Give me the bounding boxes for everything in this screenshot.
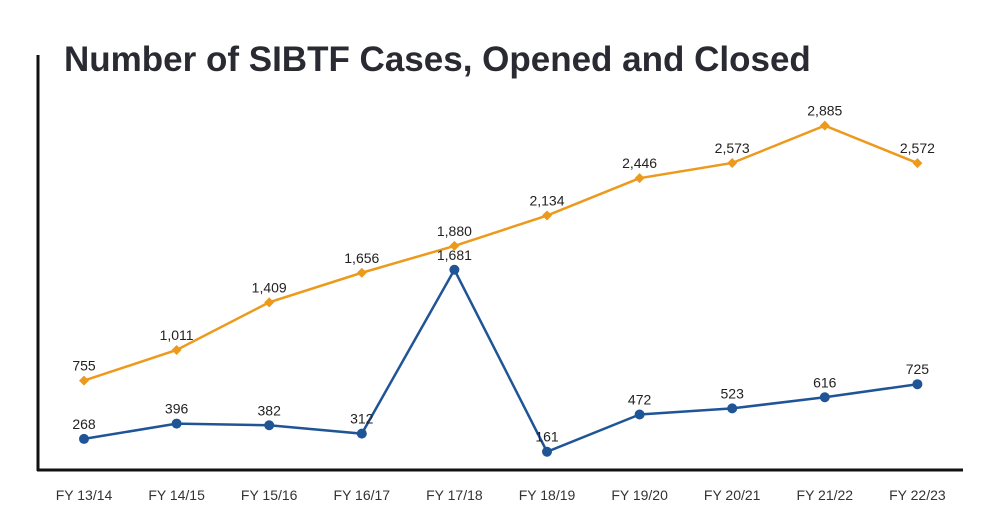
series-0-point	[356, 267, 367, 278]
data-label: 523	[721, 385, 745, 401]
series-0-point	[79, 375, 89, 386]
series-0-point	[912, 158, 923, 169]
series-0-point	[171, 344, 182, 355]
x-tick-label: FY 17/18	[426, 487, 483, 503]
series-1-point	[727, 403, 738, 414]
series-1-point	[912, 379, 923, 390]
series-1-line	[83, 267, 918, 454]
x-tick-label: FY 21/22	[797, 487, 854, 503]
series-1-point	[356, 428, 367, 439]
x-tick-label: FY 20/21	[704, 487, 761, 503]
series-1-point	[171, 418, 182, 429]
x-tick-label: FY 18/19	[519, 487, 576, 503]
data-label: 1,409	[252, 279, 287, 295]
x-tick-label: FY 16/17	[334, 487, 391, 503]
series-1-point	[449, 264, 460, 275]
series-1-point	[634, 409, 645, 420]
x-tick-label: FY 22/23	[889, 487, 946, 503]
x-tick-label: FY 15/16	[241, 487, 298, 503]
series-0-point	[634, 173, 645, 184]
series-0-point	[542, 210, 552, 221]
x-tick-label: FY 19/20	[611, 487, 668, 503]
data-label: 2,885	[807, 103, 842, 119]
data-label: 1,011	[160, 327, 194, 343]
series-0-point	[727, 157, 738, 168]
x-tick-label: FY 14/15	[148, 487, 205, 503]
chart-title: Number of SIBTF Cases, Opened and Closed	[64, 40, 811, 79]
data-label: 161	[535, 429, 559, 445]
data-label: 2,134	[529, 193, 564, 209]
data-label: 2,572	[900, 140, 935, 156]
data-label: 2,446	[622, 155, 657, 171]
data-label: 1,656	[344, 250, 379, 266]
data-label: 268	[72, 416, 96, 432]
data-label: 382	[258, 402, 282, 418]
series-0-point	[449, 240, 460, 251]
data-label: 2,573	[715, 140, 750, 156]
series-1-point	[819, 392, 830, 403]
data-label: 396	[165, 401, 189, 417]
series-1-point	[79, 433, 89, 444]
data-label: 755	[72, 358, 96, 374]
x-tick-label: FY 13/14	[56, 487, 113, 503]
data-label: 312	[350, 411, 374, 427]
data-label: 725	[906, 361, 930, 377]
data-label: 1,681	[437, 247, 472, 263]
series-1-point	[542, 446, 552, 457]
series-0-point	[819, 120, 830, 131]
series-0-line	[83, 124, 918, 382]
data-label: 472	[628, 391, 652, 407]
series-1-point	[264, 420, 275, 431]
series-0-point	[264, 297, 275, 308]
data-label: 1,880	[437, 223, 472, 239]
data-label: 616	[813, 374, 837, 390]
